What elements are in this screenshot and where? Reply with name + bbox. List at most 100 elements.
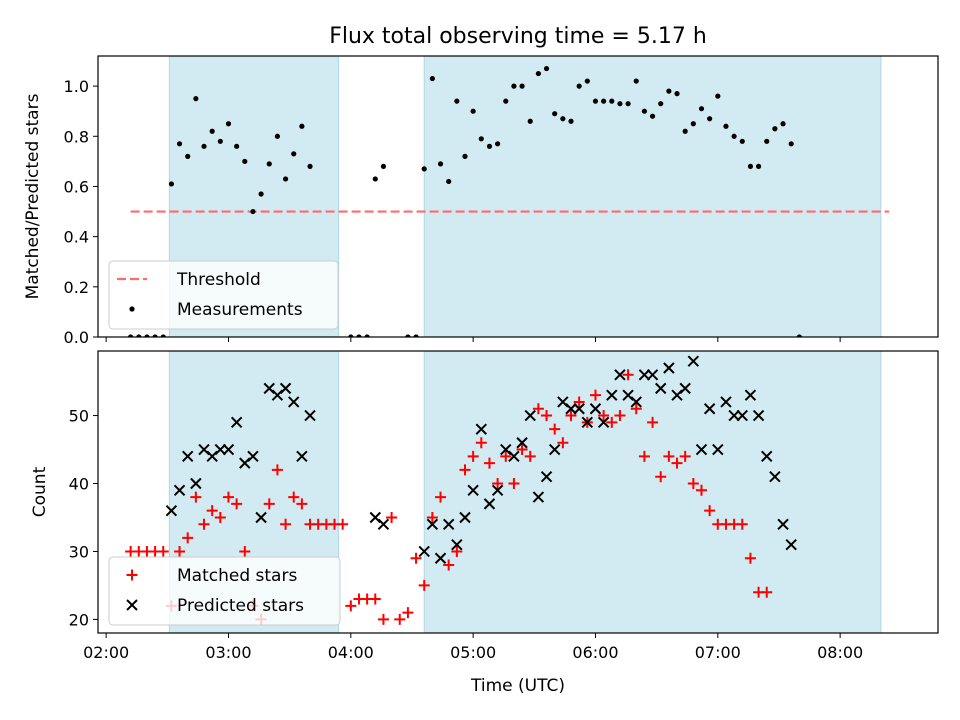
- matched-star-point: [573, 396, 585, 408]
- matched-star-point: [263, 498, 275, 510]
- predicted-star-point: [442, 518, 455, 530]
- matched-star-point: [524, 450, 536, 462]
- measurement-point: [755, 163, 762, 169]
- measurement-point: [372, 176, 378, 182]
- measurement-point: [617, 101, 623, 107]
- matched-star-point: [239, 545, 251, 557]
- measurement-point: [698, 106, 705, 112]
- measurement-point: [274, 133, 281, 139]
- measurement-point: [535, 70, 541, 77]
- measurement-point: [225, 121, 232, 127]
- measurement-point: [666, 88, 672, 94]
- predicted-star-point: [508, 450, 520, 463]
- predicted-star-point: [695, 443, 708, 456]
- measurement-point: [446, 178, 452, 185]
- matched-star-point: [214, 511, 226, 523]
- matched-star-point: [598, 410, 610, 422]
- measurement-point: [682, 128, 688, 134]
- predicted-star-point: [222, 443, 235, 456]
- measurement-point: [584, 78, 590, 84]
- measurement-point: [348, 334, 354, 337]
- matched-star-point: [687, 478, 699, 490]
- ratio-panel: 0.0 0.2 0.4 0.6 0.8 1.0 Matched/Predicted star…: [23, 55, 939, 347]
- predicted-star-point: [720, 396, 732, 408]
- measurement-point: [601, 98, 607, 104]
- predicted-star-point: [752, 409, 765, 422]
- measurement-point: [568, 118, 574, 124]
- matched-star-point: [614, 410, 626, 422]
- matched-star-point: [182, 532, 194, 544]
- predicted-star-point: [491, 484, 504, 497]
- measurement-point: [723, 123, 729, 129]
- predicted-star-point: [467, 484, 479, 497]
- x-tick-label: 03:00: [205, 643, 251, 662]
- count-legend: Matched stars Predicted stars: [108, 556, 341, 626]
- predicted-star-point: [165, 504, 178, 517]
- predicted-star-point: [434, 552, 447, 564]
- matched-star-point: [483, 457, 495, 469]
- matched-star-point: [508, 478, 520, 490]
- legend-label: Threshold: [176, 270, 261, 290]
- predicted-star-point: [516, 437, 528, 449]
- measurement-point: [128, 334, 134, 337]
- count-y-tick-label: 30: [69, 542, 89, 561]
- x-tick-label: 05:00: [450, 643, 496, 662]
- predicted-star-point: [190, 477, 202, 490]
- measurement-point: [609, 98, 615, 104]
- x-tick-label: 08:00: [817, 643, 863, 662]
- ratio-legend: Threshold Measurements: [108, 260, 339, 330]
- measurement-point: [592, 98, 599, 104]
- measurement-point: [429, 75, 435, 82]
- predicted-star-point: [214, 443, 227, 456]
- predicted-star-point: [182, 450, 194, 463]
- predicted-star-point: [744, 389, 757, 401]
- measurement-point: [136, 334, 142, 337]
- measurement-point: [144, 334, 150, 337]
- measurement-point: [690, 121, 696, 127]
- ratio-y-tick-label: 0.0: [64, 328, 89, 347]
- predicted-star-point: [785, 538, 797, 551]
- matched-star-point: [386, 511, 398, 523]
- predicted-star-point: [614, 369, 626, 381]
- matched-star-point: [744, 552, 756, 564]
- matched-star-point: [451, 545, 463, 557]
- measurement-point: [282, 176, 289, 182]
- count-observing-window-1: [423, 350, 882, 634]
- count-panel: 20 30 40 50 02:00 03:00 04:00 05:00 06:00 07:00 08…: [30, 350, 939, 662]
- matched-star-point: [377, 613, 389, 625]
- matched-star-point: [532, 403, 544, 415]
- measurement-point: [527, 118, 533, 124]
- measurement-point: [780, 121, 786, 127]
- matched-star-point: [516, 444, 528, 456]
- legend-symbol: [126, 599, 138, 611]
- measurement-point: [764, 138, 770, 144]
- matched-star-point: [622, 369, 634, 381]
- measurement-point: [674, 91, 680, 97]
- measurement-point: [234, 143, 240, 149]
- measurement-point: [796, 334, 802, 337]
- predicted-star-point: [279, 382, 292, 395]
- matched-star-point: [671, 457, 683, 469]
- measurement-point: [185, 153, 191, 159]
- matched-star-point: [288, 491, 300, 503]
- measurement-point: [641, 108, 648, 114]
- matched-star-point: [198, 518, 210, 530]
- measurement-point: [364, 334, 370, 337]
- ratio-y-tick-label: 1.0: [64, 77, 89, 96]
- predicted-star-point: [679, 382, 691, 395]
- matched-star-point: [679, 450, 691, 462]
- predicted-star-point: [728, 409, 740, 422]
- matched-star-point: [606, 416, 618, 428]
- x-tick-label: 02:00: [83, 643, 129, 662]
- measurement-point: [788, 141, 794, 147]
- matched-star-point: [541, 410, 553, 422]
- measurement-point: [299, 123, 305, 129]
- predicted-star-point: [548, 443, 561, 456]
- matched-star-point: [565, 410, 577, 422]
- matched-star-point: [736, 518, 748, 530]
- measurement-point: [193, 96, 199, 102]
- matched-star-point: [475, 437, 487, 449]
- measurement-point: [495, 141, 501, 147]
- measurement-point: [649, 113, 656, 119]
- legend-symbol: [129, 306, 135, 312]
